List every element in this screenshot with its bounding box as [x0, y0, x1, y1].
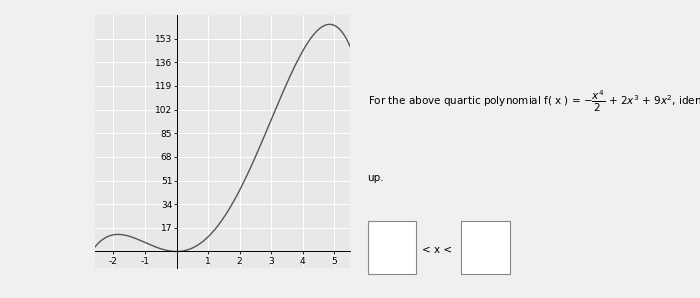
Text: up.: up.	[368, 173, 384, 183]
Text: < x <: < x <	[422, 245, 452, 255]
Text: For the above quartic polynomial f( x ) = $-\dfrac{x^4}{2}$ + 2$x^3$ + 9$x^2$, i: For the above quartic polynomial f( x ) …	[368, 89, 700, 114]
